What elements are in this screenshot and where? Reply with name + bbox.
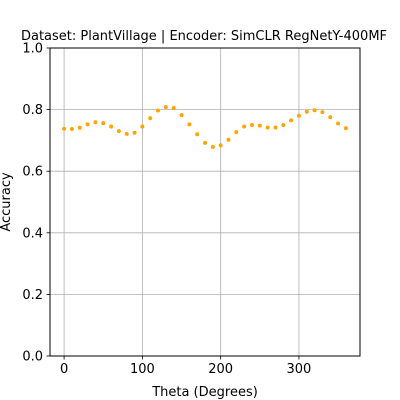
y-tick-label: 0.8 — [22, 103, 43, 118]
y-tick-label: 0.4 — [22, 226, 43, 241]
data-point — [85, 122, 90, 127]
data-point — [273, 125, 278, 130]
data-point — [187, 122, 192, 127]
data-point — [210, 144, 215, 149]
data-point — [242, 124, 247, 129]
data-point — [132, 130, 137, 135]
data-point — [195, 132, 200, 137]
data-point — [124, 131, 129, 136]
x-tick-label: 100 — [130, 362, 155, 377]
data-point — [171, 106, 176, 111]
data-point — [281, 123, 286, 127]
y-tick-label: 1.0 — [22, 42, 43, 57]
data-point — [179, 113, 184, 118]
data-point — [93, 120, 98, 125]
data-point — [249, 123, 254, 127]
data-point — [101, 121, 106, 126]
data-point — [234, 130, 239, 135]
x-tick-label: 200 — [208, 362, 233, 377]
data-point — [257, 123, 262, 128]
data-point — [69, 127, 74, 132]
data-point — [328, 115, 333, 120]
axis-ticks: 0 100 200 300 0.0 0.2 0.4 0.6 0.8 1.0 — [22, 42, 311, 378]
data-point — [226, 137, 231, 142]
data-point — [140, 124, 145, 129]
chart-title: Dataset: PlantVillage | Encoder: SimCLR … — [21, 29, 387, 44]
data-point — [265, 125, 270, 130]
data-point — [218, 143, 223, 148]
y-tick-label: 0.2 — [22, 288, 43, 303]
x-tick-label: 0 — [60, 362, 68, 377]
y-tick-label: 0.0 — [22, 350, 43, 365]
data-point — [320, 110, 325, 115]
data-point — [109, 124, 114, 129]
data-point — [148, 116, 153, 121]
data-point — [336, 121, 341, 126]
y-axis-label: Accuracy — [0, 172, 14, 232]
data-point — [304, 109, 309, 114]
plot-frame — [49, 47, 361, 357]
x-tick-label: 300 — [287, 362, 312, 377]
data-point — [62, 126, 67, 131]
x-axis-label: Theta (Degrees) — [151, 385, 258, 400]
data-point — [296, 113, 301, 118]
data-points — [62, 105, 348, 149]
data-point — [289, 118, 294, 123]
data-point — [116, 129, 121, 134]
data-point — [312, 108, 317, 113]
data-point — [203, 140, 207, 145]
data-point — [156, 108, 161, 113]
data-point — [77, 125, 82, 130]
y-tick-label: 0.6 — [22, 165, 43, 180]
data-point — [163, 105, 168, 110]
data-point — [343, 126, 348, 131]
